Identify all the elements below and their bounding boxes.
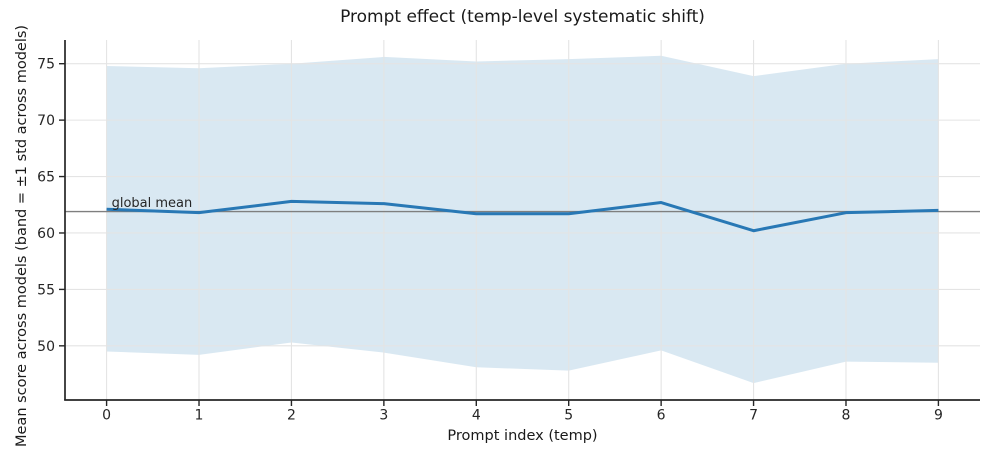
x-tick-label-4: 4 (472, 408, 481, 424)
x-tick-label-0: 0 (102, 408, 111, 424)
x-tick-label-2: 2 (287, 408, 296, 424)
y-tick-label-50: 50 (37, 339, 55, 355)
mean-line (106, 199, 939, 233)
x-axis-label: Prompt index (temp) (447, 428, 598, 444)
y-tick-label-60: 60 (37, 226, 55, 242)
std-band (106, 55, 939, 384)
x-tick-label-6: 6 (657, 408, 666, 424)
y-tick-label-70: 70 (37, 113, 55, 129)
global-mean-annotation: global mean (112, 196, 193, 211)
x-tick-label-8: 8 (842, 408, 851, 424)
x-tick-label-5: 5 (564, 408, 573, 424)
y-tick-label-75: 75 (37, 57, 55, 73)
x-tick-label-7: 7 (749, 408, 758, 424)
chart-title: Prompt effect (temp-level systematic shi… (340, 7, 705, 27)
x-tick-label-9: 9 (934, 408, 943, 424)
y-tick-label-55: 55 (37, 282, 55, 298)
y-tick-label-65: 65 (37, 170, 55, 186)
x-tick-label-3: 3 (379, 408, 388, 424)
x-tick-label-1: 1 (195, 408, 204, 424)
